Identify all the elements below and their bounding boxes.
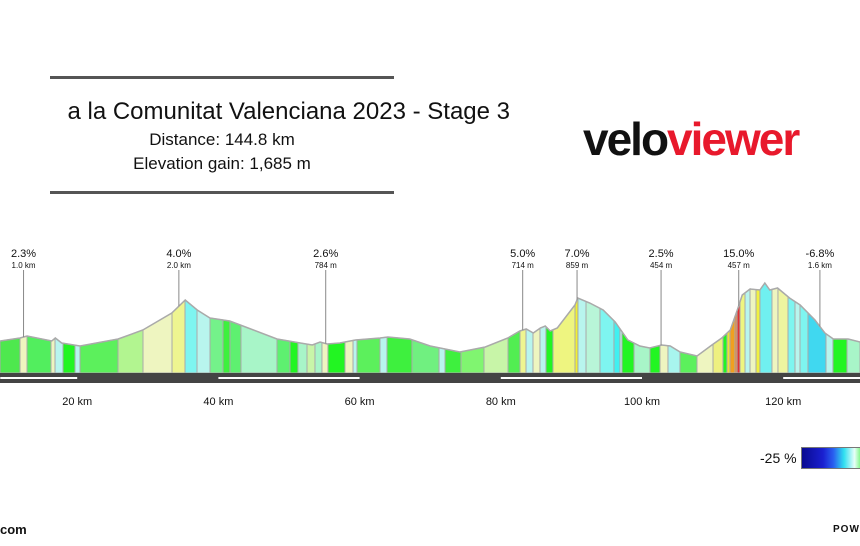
annotation-length: 1.6 km (808, 261, 832, 270)
gradient-segment (759, 282, 773, 374)
annotation-gradient: 2.3% (11, 248, 36, 260)
gradient-segment (229, 320, 242, 374)
gradient-segment (379, 336, 388, 374)
title-rule-top (50, 76, 394, 79)
axis-stripe (218, 377, 360, 379)
x-tick-label: 100 km (624, 396, 660, 408)
annotation-length: 454 m (650, 261, 673, 270)
gradient-segment (755, 288, 761, 374)
gradient-segment (222, 319, 231, 374)
gradient-segment (659, 344, 669, 374)
footer-site-text: com (0, 522, 27, 537)
gradient-segment (696, 343, 714, 374)
gradient-segment (825, 332, 834, 374)
distance-axis-bar (0, 373, 860, 383)
gradient-segment (749, 288, 757, 374)
gradient-segment (438, 347, 446, 374)
gradient-segment (532, 327, 541, 374)
annotation-gradient: 7.0% (565, 248, 590, 260)
axis-stripe (0, 377, 78, 379)
gradient-segment (0, 337, 21, 374)
gradient-segment (344, 339, 354, 374)
annotation-length: 784 m (315, 261, 338, 270)
gradient-segment (74, 344, 81, 374)
gradient-segment (314, 341, 323, 374)
gradient-segment (321, 341, 329, 374)
annotation-gradient: 5.0% (510, 248, 535, 260)
gradient-segment (352, 339, 358, 374)
gradient-segment (794, 300, 801, 374)
gradient-segment (62, 342, 76, 374)
axis-stripe (500, 377, 642, 379)
x-tick-label: 60 km (345, 396, 375, 408)
footer-powered-text: POWE (833, 524, 860, 535)
annotation-gradient: 4.0% (166, 248, 191, 260)
gradient-segment (744, 287, 751, 374)
annotation-length: 1.0 km (12, 261, 36, 270)
gradient-segment (649, 344, 661, 374)
gradient-segment (209, 317, 224, 374)
logo-viewer: viewer (667, 113, 800, 165)
gradient-segment (289, 340, 299, 374)
gradient-segment (577, 297, 587, 374)
gradient-segment (787, 295, 796, 374)
logo-velo: velo (583, 113, 669, 165)
gradient-segment (276, 338, 291, 374)
gradient-segment (621, 330, 635, 374)
gradient-segment (777, 287, 789, 374)
gradient-segment (722, 331, 728, 374)
profile-outline (0, 281, 860, 357)
gradient-legend-bar (801, 447, 860, 469)
axis-stripe (783, 377, 860, 379)
gradient-segment (739, 291, 746, 374)
title-rule-bottom (50, 191, 394, 194)
gradient-segment (356, 337, 381, 374)
gradient-segment (667, 345, 681, 374)
legend-min-label: -25 % (760, 450, 797, 466)
veloviewer-logo: veloviewer (583, 112, 800, 166)
gradient-segment (117, 329, 144, 374)
gradient-segment (26, 335, 52, 374)
gradient-segment (297, 342, 308, 374)
gradient-segment (50, 337, 56, 374)
gradient-segment (799, 303, 809, 374)
gradient-segment (771, 287, 779, 374)
gradient-segment (386, 336, 413, 374)
gradient-segment (832, 337, 848, 374)
gradient-segment (552, 304, 576, 374)
gradient-segment (327, 341, 346, 374)
annotation-gradient: 2.6% (313, 248, 338, 260)
annotation-length: 714 m (512, 261, 535, 270)
x-tick-label: 40 km (203, 396, 233, 408)
elevation-profile-chart: 20 km 40 km 60 km 80 km 100 km 120 km 2.3%1.0 … (0, 248, 860, 408)
gradient-segment (585, 300, 601, 374)
gradient-segment (444, 348, 462, 374)
gradient-segment (79, 338, 119, 374)
x-tick-label: 80 km (486, 396, 516, 408)
gradient-segment (306, 343, 316, 374)
gradient-segment (196, 308, 211, 374)
page-title: a la Comunitat Valenciana 2023 - Stage 3 (67, 98, 510, 125)
gradient-segment (19, 335, 28, 374)
distance-text: Distance: 144.8 km (149, 130, 295, 149)
annotation-length: 2.0 km (167, 261, 191, 270)
gradient-segment (539, 325, 547, 374)
gradient-segment (545, 325, 554, 374)
elevation-gain-text: Elevation gain: 1,685 m (133, 154, 311, 173)
x-tick-label: 120 km (765, 396, 801, 408)
annotation-gradient: 2.5% (649, 248, 674, 260)
annotation-gradient: -6.8% (806, 248, 835, 260)
gradient-segment (519, 328, 527, 374)
gradient-segment (184, 299, 198, 374)
annotation-length: 457 m (728, 261, 751, 270)
annotation-gradient: 15.0% (723, 248, 754, 260)
gradient-segment (846, 338, 860, 374)
annotation-length: 859 m (566, 261, 589, 270)
gradient-segment (525, 328, 534, 374)
x-tick-label: 20 km (62, 396, 92, 408)
